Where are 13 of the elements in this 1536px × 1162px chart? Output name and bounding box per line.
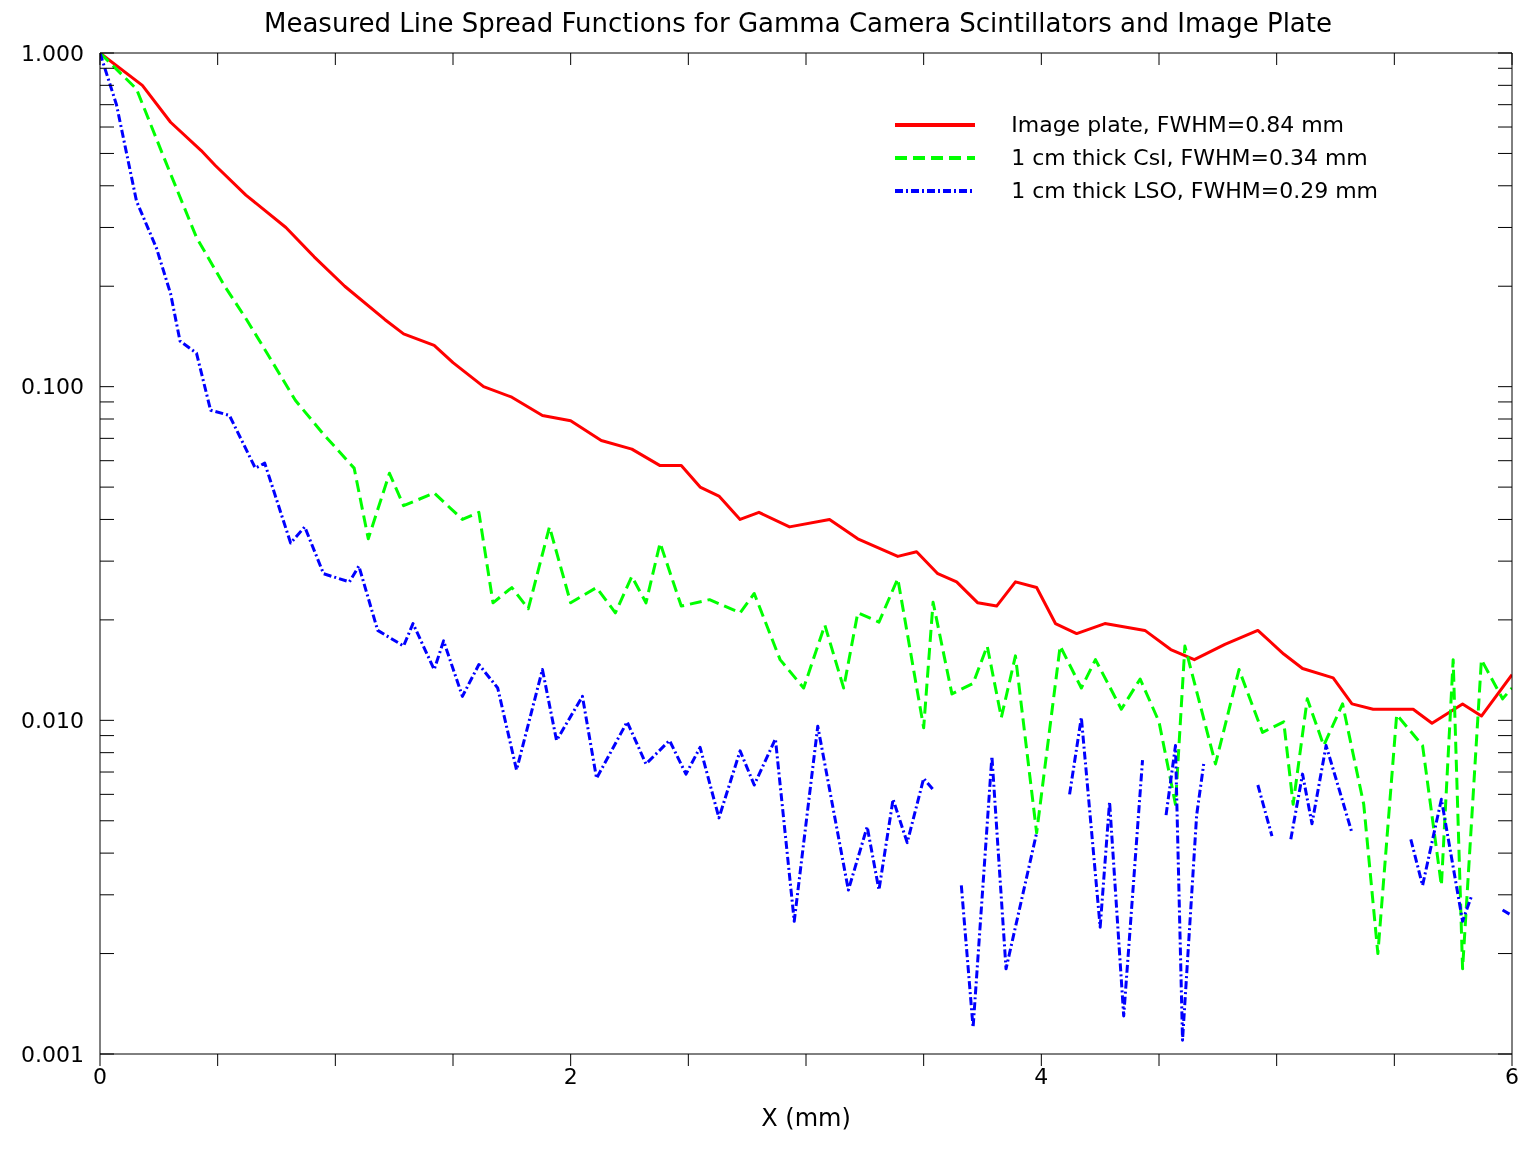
x-tick-label: 4 [1034,1063,1049,1089]
chart-title: Measured Line Spread Functions for Gamma Camera Scintillators and Image Plate [264,8,1332,38]
y-tick-label: 0.001 [21,1041,84,1067]
y-tick-label: 1.000 [21,40,84,66]
x-tick-label: 0 [93,1063,107,1089]
x-tick-label: 2 [563,1063,578,1089]
x-tick-label: 6 [1505,1063,1519,1089]
legend-label: 1 cm thick LSO, FWHM=0.29 mm [1011,178,1378,203]
y-tick-label: 0.010 [21,708,84,734]
x-axis-title: X (mm) [761,1104,851,1132]
y-tick-label: 0.100 [21,374,84,400]
legend-label: Image plate, FWHM=0.84 mm [1011,112,1345,137]
legend-label: 1 cm thick CsI, FWHM=0.34 mm [1011,145,1368,170]
